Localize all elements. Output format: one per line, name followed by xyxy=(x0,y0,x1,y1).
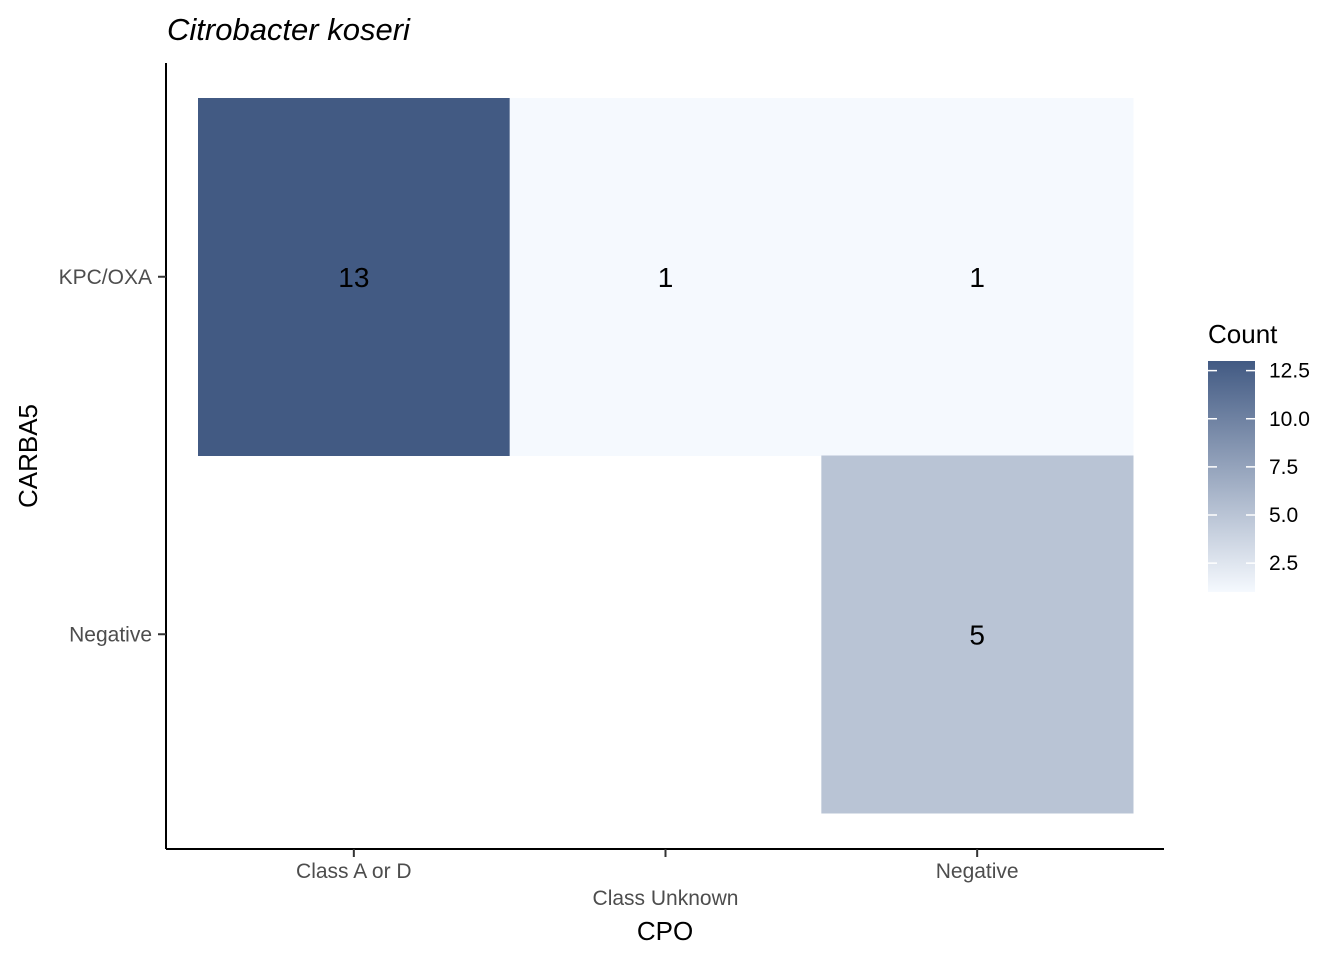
y-tick-label: KPC/OXA xyxy=(59,266,152,289)
y-tick-label: Negative xyxy=(69,623,152,646)
heatmap-cell-labels: 13 1 1 5 xyxy=(338,262,985,651)
legend-ticks: 2.5 5.0 7.5 10.0 12.5 xyxy=(1208,360,1310,575)
x-tick-label: Negative xyxy=(936,860,1019,883)
heatmap-cells xyxy=(198,98,1134,814)
cell-value-label: 1 xyxy=(969,262,985,293)
x-tick-label: Class A or D xyxy=(296,860,412,883)
heatmap-cell xyxy=(821,98,1134,456)
legend-tick-label: 5.0 xyxy=(1269,504,1298,527)
legend-tick-label: 12.5 xyxy=(1269,360,1310,383)
color-legend: Count 2.5 5.0 7.5 10.0 12.5 xyxy=(1208,319,1310,592)
legend-tick-label: 2.5 xyxy=(1269,552,1298,575)
y-axis-label: CARBA5 xyxy=(13,404,43,508)
heatmap-cell xyxy=(198,98,511,456)
legend-tick-label: 7.5 xyxy=(1269,456,1298,479)
heatmap-cell xyxy=(509,98,822,456)
legend-title: Count xyxy=(1208,319,1278,349)
x-axis-ticks: Class A or D Class Unknown Negative xyxy=(296,849,1019,910)
cell-value-label: 5 xyxy=(969,619,985,650)
chart-title: Citrobacter koseri xyxy=(167,12,411,47)
x-tick-label: Class Unknown xyxy=(593,887,739,910)
cell-value-label: 1 xyxy=(658,262,674,293)
heatmap-cell xyxy=(821,455,1134,814)
legend-colorbar xyxy=(1208,361,1255,592)
cell-value-label: 13 xyxy=(338,262,369,293)
x-axis-label: CPO xyxy=(637,916,693,946)
legend-tick-label: 10.0 xyxy=(1269,408,1310,431)
y-axis-ticks: KPC/OXA Negative xyxy=(59,266,166,646)
